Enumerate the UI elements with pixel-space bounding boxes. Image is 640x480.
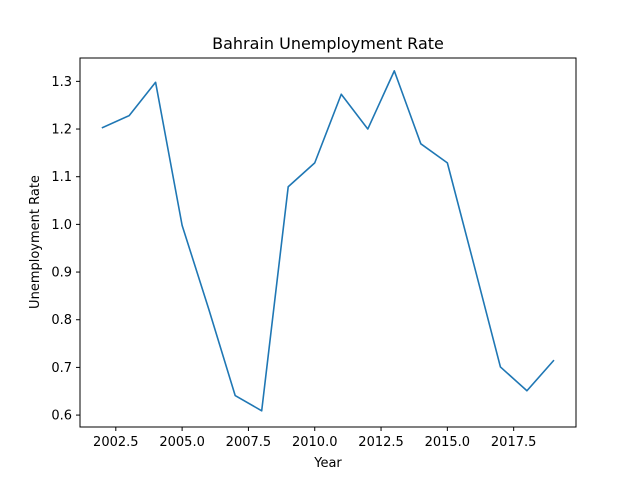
plot-area: [79, 57, 577, 428]
x-axis-ticks: 2002.5 2005.0 2007.5 2010.0 2012.5 2015.0 2017…: [93, 427, 536, 450]
y-tick-label: 0.7: [51, 361, 72, 376]
axes-frame: [79, 57, 577, 428]
x-tick-label: 2012.5: [358, 435, 404, 450]
y-tick-label: 1.3: [51, 75, 72, 90]
x-tick-label: 2007.5: [226, 435, 272, 450]
x-tick-label: 2017.5: [491, 435, 537, 450]
y-tick-label: 0.9: [51, 266, 72, 281]
x-axis-label: Year: [313, 456, 342, 471]
x-tick-label: 2010.0: [292, 435, 338, 450]
x-tick-label: 2002.5: [93, 435, 139, 450]
y-tick-label: 0.8: [51, 313, 72, 328]
y-tick-label: 1.1: [51, 170, 72, 185]
series-line-0: [101, 70, 555, 412]
x-tick-label: 2015.0: [425, 435, 471, 450]
chart-title: Bahrain Unemployment Rate: [212, 34, 444, 53]
y-tick-label: 1.0: [51, 218, 72, 233]
x-tick-label: 2005.0: [159, 435, 205, 450]
y-tick-label: 1.2: [51, 123, 72, 138]
y-tick-label: 0.6: [51, 409, 72, 424]
y-axis-ticks: 0.6 0.7 0.8 0.9 1.0 1.1 1.2 1.3: [51, 75, 80, 424]
y-axis-label: Unemployment Rate: [28, 175, 43, 309]
